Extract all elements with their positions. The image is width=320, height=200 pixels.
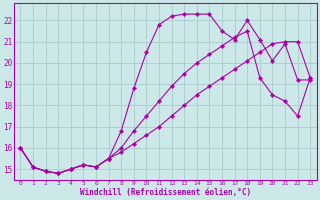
X-axis label: Windchill (Refroidissement éolien,°C): Windchill (Refroidissement éolien,°C) [80,188,251,197]
